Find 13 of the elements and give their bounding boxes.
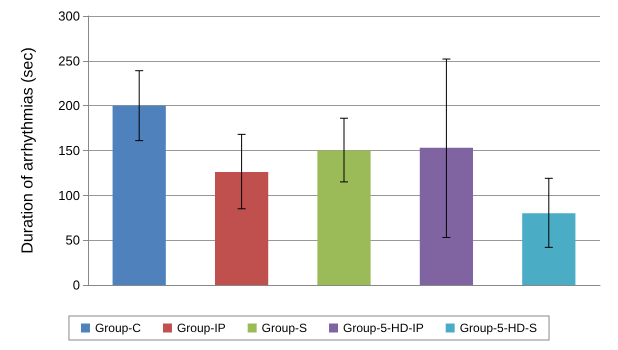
y-tick-label: 50: [66, 232, 80, 248]
legend-label: Group-S: [262, 321, 308, 335]
legend-label: Group-IP: [176, 321, 226, 335]
y-tick-label: 100: [58, 188, 80, 203]
y-tick-label: 0: [72, 278, 80, 292]
y-axis-title: Duration of arrhythmias (sec): [20, 47, 36, 254]
y-tick-label: 300: [58, 8, 80, 24]
legend-label: Group-C: [94, 321, 142, 335]
y-tick-label: 150: [58, 143, 80, 158]
legend-label: Group-5-HD-S: [460, 321, 538, 335]
y-tick-label: 250: [58, 53, 80, 68]
y-tick-label: 200: [58, 98, 80, 114]
legend-label: Group-5-HD-IP: [343, 321, 424, 335]
